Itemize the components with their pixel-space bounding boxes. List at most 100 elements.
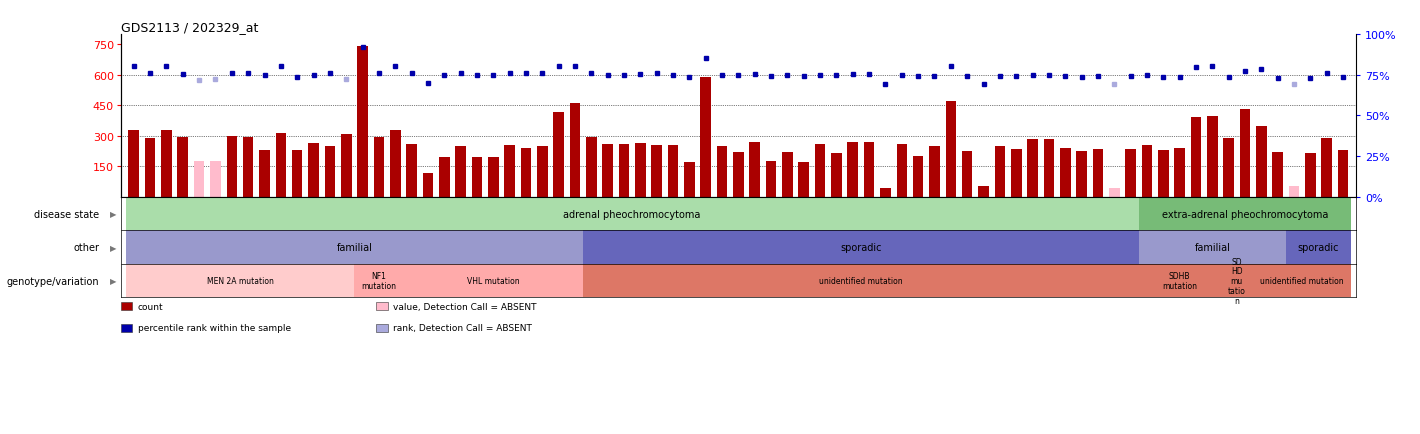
Bar [602, 145, 613, 197]
Bar [1289, 186, 1299, 197]
Bar [1109, 188, 1119, 197]
Bar [504, 145, 515, 197]
Bar [145, 138, 155, 197]
Bar [537, 147, 548, 197]
Text: adrenal pheochromocytoma: adrenal pheochromocytoma [564, 209, 701, 219]
Bar [1125, 150, 1136, 197]
Bar [423, 174, 433, 197]
Bar [243, 138, 254, 197]
Text: ▶: ▶ [111, 276, 116, 286]
Bar [1322, 138, 1332, 197]
Bar [521, 148, 531, 197]
Bar [1223, 138, 1234, 197]
Text: familial: familial [1194, 243, 1230, 253]
Bar [652, 145, 662, 197]
Bar [439, 158, 450, 197]
Text: rank, Detection Call = ABSENT: rank, Detection Call = ABSENT [393, 324, 532, 332]
Bar [1240, 110, 1250, 197]
Text: sporadic: sporadic [841, 243, 882, 253]
Text: familial: familial [337, 243, 372, 253]
Text: GDS2113 / 202329_at: GDS2113 / 202329_at [121, 20, 258, 33]
Bar [584, 264, 1139, 298]
Bar [554, 113, 564, 197]
Bar [1272, 153, 1284, 197]
Bar [193, 162, 204, 197]
Text: VHL mutation: VHL mutation [467, 276, 520, 286]
Bar [125, 197, 1139, 231]
Bar [863, 142, 875, 197]
Bar [1207, 117, 1217, 197]
Bar [260, 151, 270, 197]
Bar [700, 77, 711, 197]
Bar [1011, 150, 1021, 197]
Bar [978, 186, 988, 197]
Text: NF1
mutation: NF1 mutation [362, 272, 396, 290]
Bar [946, 102, 956, 197]
Bar [586, 138, 596, 197]
Text: genotype/variation: genotype/variation [7, 276, 99, 286]
Bar [1257, 126, 1267, 197]
Bar [210, 162, 220, 197]
Bar [341, 135, 352, 197]
Bar [471, 158, 483, 197]
Text: sporadic: sporadic [1298, 243, 1339, 253]
Bar [128, 130, 139, 197]
Bar [1190, 118, 1201, 197]
Bar [913, 157, 923, 197]
Bar [358, 47, 368, 197]
Bar [403, 264, 584, 298]
Text: SD
HD
mu
tatio
n: SD HD mu tatio n [1228, 257, 1245, 305]
Bar [275, 133, 287, 197]
Bar [1338, 151, 1349, 197]
Bar [961, 152, 973, 197]
Bar [750, 142, 760, 197]
Bar [456, 147, 466, 197]
Bar [569, 104, 581, 197]
Text: extra-adrenal pheochromocytoma: extra-adrenal pheochromocytoma [1162, 209, 1328, 219]
Bar [1092, 150, 1103, 197]
Bar [733, 153, 744, 197]
Bar [929, 147, 940, 197]
Bar [848, 142, 858, 197]
Bar [619, 145, 629, 197]
Bar [815, 145, 825, 197]
Bar [325, 147, 335, 197]
Bar [125, 231, 584, 264]
Bar [896, 145, 907, 197]
Bar [1142, 145, 1152, 197]
Bar [1059, 148, 1071, 197]
Bar [308, 144, 320, 197]
Bar [1076, 152, 1086, 197]
Text: other: other [74, 243, 99, 253]
Bar [355, 264, 403, 298]
Text: value, Detection Call = ABSENT: value, Detection Call = ABSENT [393, 302, 537, 311]
Bar [406, 145, 417, 197]
Bar [765, 162, 777, 197]
Text: disease state: disease state [34, 209, 99, 219]
Bar [125, 264, 355, 298]
Bar [178, 138, 187, 197]
Bar [782, 153, 792, 197]
Bar [293, 151, 302, 197]
Text: percentile rank within the sample: percentile rank within the sample [138, 324, 291, 332]
Bar [584, 231, 1139, 264]
Bar [488, 158, 498, 197]
Bar [1157, 151, 1169, 197]
Text: SDHB
mutation: SDHB mutation [1162, 272, 1197, 290]
Text: MEN 2A mutation: MEN 2A mutation [206, 276, 274, 286]
Bar [1220, 264, 1254, 298]
Bar [1139, 197, 1352, 231]
Bar [994, 147, 1005, 197]
Text: ▶: ▶ [111, 243, 116, 252]
Bar [160, 130, 172, 197]
Bar [1027, 139, 1038, 197]
Bar [1287, 231, 1352, 264]
Bar [1044, 139, 1054, 197]
Bar [1305, 154, 1316, 197]
Bar [831, 154, 842, 197]
Bar [798, 163, 809, 197]
Bar [1254, 264, 1352, 298]
Text: ▶: ▶ [111, 210, 116, 219]
Bar [391, 130, 400, 197]
Bar [1174, 148, 1184, 197]
